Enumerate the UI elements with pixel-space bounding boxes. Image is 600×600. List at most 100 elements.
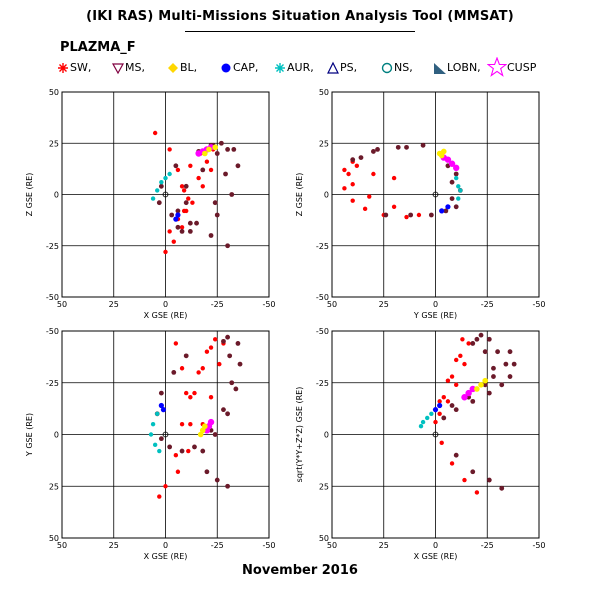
data-point-sw (458, 353, 463, 359)
data-point-sw (437, 411, 442, 416)
data-point-ms (214, 151, 220, 156)
data-point-ms (225, 147, 231, 152)
data-point-ms (470, 341, 476, 346)
data-point-ms (175, 208, 181, 214)
data-point-ms (486, 390, 492, 396)
data-point-sw (454, 382, 459, 388)
data-point-aur (150, 196, 156, 201)
figure-title: (IKI RAS) Multi-Missions Situation Analy… (86, 9, 514, 24)
x-tick-label: 50 (57, 300, 67, 309)
x-tick-label: 25 (109, 541, 119, 550)
data-point-ms (449, 179, 455, 185)
legend-label: NS, (394, 61, 413, 74)
data-point-sw (200, 184, 205, 189)
data-point-sw (462, 477, 467, 483)
y-tick-label: 50 (49, 534, 59, 543)
yellow-diamond-icon (168, 63, 178, 73)
data-point-ms (223, 171, 228, 177)
data-point-sw (437, 399, 442, 404)
data-point-ms (453, 452, 459, 458)
data-point-ms (183, 200, 189, 206)
data-point-ms (173, 163, 179, 169)
data-point-ms (225, 411, 231, 417)
earth-marker (162, 431, 169, 438)
data-point-ms (420, 142, 426, 148)
x-tick-label: 0 (163, 300, 168, 309)
data-point-ms (175, 224, 181, 230)
y-axis-label: Z GSE (RE) (25, 173, 34, 217)
data-points (148, 334, 243, 499)
data-point-ms (383, 212, 389, 218)
x-tick-label: 25 (109, 300, 119, 309)
data-point-cusp (207, 418, 215, 426)
data-point-sw (342, 186, 347, 191)
plot-panel-xy: 50 25 0 -25 -50 -50 -25 0 25 50 X GSE (RE) Y GSE (R… (25, 327, 276, 561)
data-point-aur (159, 180, 164, 185)
data-point-ms (229, 380, 235, 386)
y-axis-label: sqrt(Y*Y+Z*Z) GSE (RE) (295, 387, 304, 483)
data-point-ms (470, 469, 476, 475)
data-point-ms (408, 212, 414, 218)
data-point-ms (499, 382, 505, 388)
data-point-ms (200, 167, 206, 173)
x-tick-label: 50 (327, 300, 337, 309)
data-point-ms (453, 171, 459, 177)
data-point-sw (179, 421, 185, 427)
data-point-ms (187, 220, 193, 226)
legend-label: MS, (125, 61, 145, 74)
legend-label: SW, (70, 61, 92, 74)
data-point-sw (208, 167, 214, 173)
data-point-sw (188, 421, 193, 427)
data-point-ms (449, 403, 455, 408)
y-tick-label: -50 (46, 293, 59, 302)
data-point-sw (163, 484, 168, 489)
x-tick-label: 50 (57, 541, 67, 550)
x-axis-label: Y GSE (RE) (413, 311, 457, 320)
data-point-ms (449, 196, 455, 202)
legend-label: CAP, (233, 61, 259, 74)
data-point-sw (350, 182, 355, 187)
data-point-bl (202, 423, 208, 430)
data-point-cap (160, 407, 167, 413)
data-point-ms (183, 183, 189, 189)
x-tick-label: -50 (262, 541, 275, 550)
data-points (418, 332, 517, 495)
data-point-sw (175, 167, 181, 173)
data-point-ms (486, 336, 492, 342)
data-point-sw (466, 341, 471, 346)
data-point-sw (181, 208, 187, 214)
data-point-cap (439, 208, 445, 214)
teal-triangle-icon (434, 63, 446, 74)
data-point-ms (158, 390, 164, 396)
data-point-ms (375, 147, 380, 152)
data-point-ms (225, 483, 231, 489)
data-point-ms (179, 229, 185, 234)
y-tick-label: -50 (46, 327, 59, 336)
earth-marker (432, 191, 439, 198)
data-point-cusp (461, 394, 468, 401)
data-point-sw (173, 341, 179, 346)
data-point-sw (196, 370, 201, 375)
data-point-sw (391, 175, 397, 181)
data-point-aur (167, 171, 172, 177)
data-point-bl (199, 427, 206, 434)
y-tick-label: -50 (316, 327, 329, 336)
data-point-cusp (448, 160, 456, 167)
data-point-cusp (465, 389, 472, 397)
data-point-aur (148, 432, 154, 437)
data-point-sw (173, 453, 179, 458)
data-point-ms (428, 212, 434, 218)
earth-marker (162, 191, 169, 198)
data-point-sw (184, 390, 189, 396)
data-point-ms (187, 229, 193, 234)
data-point-sw (152, 130, 158, 136)
y-tick-label: 0 (54, 431, 59, 440)
x-tick-label: 0 (163, 541, 168, 550)
blue-dot-icon (221, 63, 231, 73)
green-circle-icon (381, 62, 393, 74)
data-point-sw (179, 225, 185, 230)
x-tick-label: 25 (379, 541, 389, 550)
data-point-aur (429, 411, 434, 416)
y-tick-label: 0 (324, 431, 329, 440)
